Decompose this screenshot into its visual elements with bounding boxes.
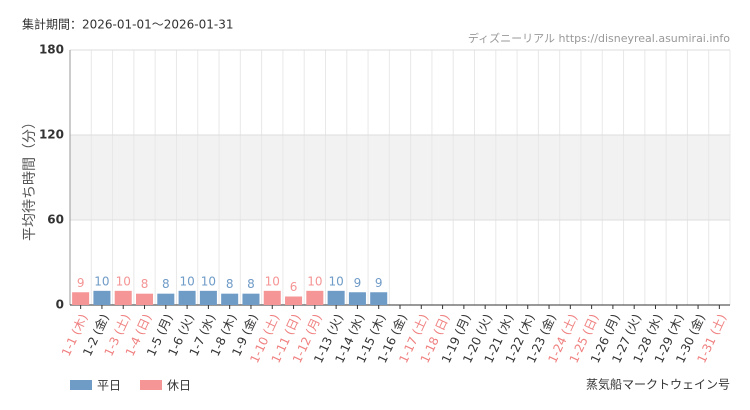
bar — [327, 290, 345, 305]
y-axis-label: 平均待ち時間（分） — [22, 115, 38, 241]
y-tick-label: 60 — [47, 213, 64, 227]
bar — [348, 292, 366, 305]
period: 集計期間：2026-01-01～2026-01-31 — [22, 17, 233, 32]
bar — [114, 290, 132, 305]
value-label: 9 — [354, 276, 362, 290]
bar — [285, 296, 303, 305]
value-label: 10 — [116, 274, 131, 288]
bar — [199, 290, 217, 305]
shaded-band — [70, 135, 730, 220]
bar — [306, 290, 324, 305]
value-label: 8 — [226, 277, 234, 291]
bar — [72, 292, 90, 305]
value-label: 10 — [201, 274, 216, 288]
value-label: 8 — [141, 277, 149, 291]
value-label: 10 — [94, 274, 109, 288]
value-label: 8 — [162, 277, 170, 291]
value-label: 10 — [307, 274, 322, 288]
legend-label: 休日 — [167, 379, 191, 393]
bar — [178, 290, 196, 305]
value-label: 9 — [375, 276, 383, 290]
y-tick-label: 0 — [56, 298, 64, 312]
bar — [370, 292, 388, 305]
value-label: 6 — [290, 280, 298, 294]
legend-label: 平日 — [97, 379, 121, 393]
value-label: 8 — [247, 277, 255, 291]
source: ディズニーリアル https://disneyreal.asumirai.inf… — [468, 31, 730, 45]
bar — [221, 293, 239, 305]
value-label: 10 — [328, 274, 343, 288]
bar — [157, 293, 175, 305]
value-label: 10 — [179, 274, 194, 288]
legend-swatch — [140, 380, 162, 390]
legend-swatch — [70, 380, 92, 390]
value-label: 9 — [77, 276, 85, 290]
y-tick-label: 120 — [39, 128, 64, 142]
attraction: 蒸気船マークトウェイン号 — [586, 377, 730, 392]
bar — [93, 290, 111, 305]
bar — [136, 293, 154, 305]
y-tick-label: 180 — [39, 43, 64, 57]
bar — [242, 293, 260, 305]
value-label: 10 — [265, 274, 280, 288]
bar — [263, 290, 281, 305]
